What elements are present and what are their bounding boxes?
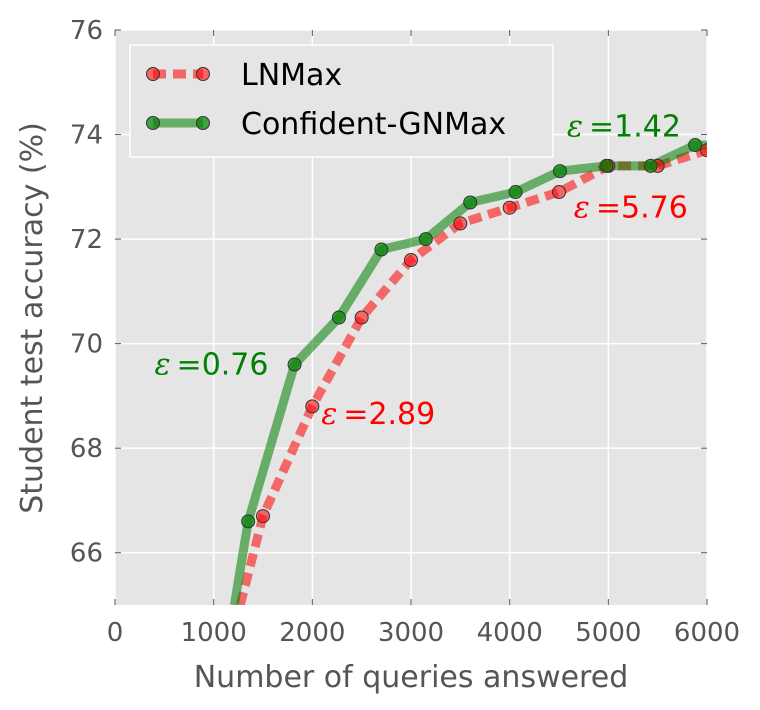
x-tick-label: 4000 (477, 618, 543, 648)
x-tick-label: 5000 (575, 618, 641, 648)
data-point-lnmax (552, 185, 566, 200)
data-point-confident-gnmax (599, 158, 614, 173)
epsilon-value: 2.89 (368, 397, 435, 432)
legend-marker-confident-gnmax (146, 116, 160, 130)
y-tick-label: 68 (70, 434, 103, 464)
epsilon-annotation: ε =0.76 (154, 348, 268, 383)
legend-label-confident-gnmax: Confident-GNMax (241, 107, 506, 142)
annotations: ε =0.76ε =2.89ε =1.42ε =5.76 (154, 110, 687, 433)
x-tick-label: 1000 (181, 618, 247, 648)
data-point-lnmax (305, 399, 320, 414)
x-axis-label: Number of queries answered (194, 660, 629, 695)
data-point-confident-gnmax (508, 185, 523, 200)
data-point-lnmax (404, 253, 418, 267)
x-tick-label: 3000 (378, 618, 444, 648)
legend-label-lnmax: LNMax (241, 58, 342, 93)
data-point-confident-gnmax (643, 158, 658, 173)
epsilon-annotation: ε =1.42 (567, 110, 681, 145)
data-point-lnmax (354, 310, 369, 325)
legend-box (129, 44, 554, 158)
y-tick-label: 72 (70, 225, 103, 255)
data-point-lnmax (256, 509, 270, 524)
data-point-confident-gnmax (287, 357, 302, 372)
epsilon-value: 5.76 (621, 191, 688, 226)
epsilon-symbol: ε = (567, 110, 614, 145)
x-tick-label: 6000 (674, 618, 740, 648)
data-point-confident-gnmax (463, 195, 478, 210)
data-point-lnmax (453, 216, 468, 231)
y-tick-label: 76 (70, 16, 103, 46)
legend: LNMax Confident-GNMax (129, 44, 554, 158)
y-axis-label: Student test accuracy (%) (15, 122, 50, 514)
series-layer (229, 138, 707, 605)
epsilon-annotation: ε =5.76 (574, 191, 688, 226)
data-point-confident-gnmax (374, 242, 389, 257)
y-tick-label: 66 (70, 539, 103, 569)
epsilon-symbol: ε = (574, 191, 621, 226)
y-tick-label: 74 (70, 121, 103, 151)
data-point-lnmax (502, 200, 517, 215)
x-tick-label: 2000 (279, 618, 345, 648)
epsilon-value: 1.42 (614, 110, 681, 145)
data-point-confident-gnmax (331, 310, 346, 325)
data-point-confident-gnmax (241, 514, 256, 529)
legend-marker-lnmax (196, 67, 210, 81)
y-tick-label: 70 (70, 330, 103, 360)
epsilon-symbol: ε = (321, 397, 368, 432)
data-point-confident-gnmax (552, 164, 567, 179)
legend-marker-confident-gnmax (196, 116, 210, 130)
data-point-confident-gnmax (418, 232, 433, 247)
epsilon-symbol: ε = (154, 348, 201, 383)
data-point-confident-gnmax (688, 138, 703, 152)
epsilon-annotation: ε =2.89 (321, 397, 435, 432)
legend-marker-lnmax (146, 67, 160, 81)
epsilon-value: 0.76 (202, 348, 269, 383)
ticks: 0 1000 2000 3000 4000 5000 6000 66 68 70 72 74 76 (70, 16, 740, 648)
data-point-lnmax (700, 143, 707, 158)
x-tick-label: 0 (107, 618, 124, 648)
